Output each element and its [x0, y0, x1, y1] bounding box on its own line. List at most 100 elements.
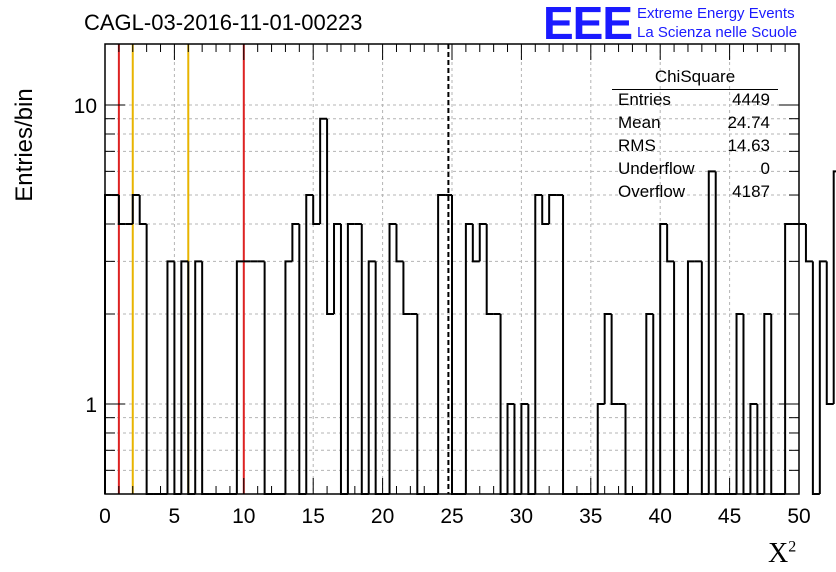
stats-row: Mean 24.74 [612, 113, 778, 136]
stats-label: Entries [618, 90, 671, 109]
histogram-bin [714, 171, 723, 495]
histogram-bin [603, 313, 612, 404]
histogram-bin [451, 195, 459, 495]
histogram-bin [548, 194, 557, 224]
histogram-bin [749, 403, 758, 494]
axis-tick-labels: 0 5 10 15 20 25 30 35 40 45 50 1 10 [74, 95, 811, 528]
eee-logo: EEE [543, 0, 633, 49]
histogram-bin [201, 261, 210, 495]
histogram-bin [305, 194, 314, 494]
histogram-bin [319, 117, 328, 224]
histogram-bin [707, 170, 716, 494]
histogram-bin [235, 260, 244, 494]
histogram-bin [360, 224, 369, 495]
histogram-bin [194, 260, 203, 494]
histogram-bin [166, 260, 175, 494]
histogram-bin [298, 224, 307, 495]
histogram-bin [811, 261, 820, 495]
histogram-bin [832, 170, 836, 404]
x-axis-label-text: X [768, 538, 789, 569]
x-tick-label: 50 [787, 505, 810, 528]
x-tick-label: 25 [440, 505, 463, 528]
histogram-bin [534, 194, 543, 494]
x-axis-label-sup: 2 [788, 538, 797, 556]
stats-value: 14.63 [727, 136, 770, 155]
histogram-bin [478, 223, 487, 262]
axis-ticks [104, 44, 800, 495]
x-axis-label: X2 [768, 538, 796, 570]
x-tick-label: 40 [649, 505, 672, 528]
histogram-bin [138, 195, 147, 225]
stats-row: Overflow 4187 [612, 182, 778, 205]
histogram-bin [763, 313, 772, 494]
histogram-bin [339, 224, 348, 495]
histogram-bin [471, 224, 480, 263]
histogram-bin [367, 260, 376, 494]
histogram-bin [735, 313, 744, 494]
x-tick-label: 5 [169, 505, 181, 528]
histogram-bin [610, 314, 619, 405]
x-tick-label: 15 [302, 505, 325, 528]
histogram-bin [700, 261, 709, 495]
histogram-bin [104, 194, 112, 494]
chart-title: CAGL-03-2016-11-01-00223 [84, 10, 363, 35]
stats-value: 0 [760, 159, 770, 178]
y-tick-label: 1 [85, 394, 97, 417]
logo-caption-line1: Extreme Energy Events [637, 5, 795, 22]
histogram-bin [326, 118, 335, 315]
stats-label: Overflow [618, 182, 686, 201]
stats-title: ChiSquare [612, 67, 778, 90]
x-tick-label: 45 [718, 505, 741, 528]
stats-row: RMS 14.63 [612, 136, 778, 159]
histogram-bin [173, 261, 182, 495]
y-tick-label: 10 [74, 95, 97, 118]
histogram-bin [374, 261, 383, 495]
stats-label: Mean [618, 113, 661, 132]
logo-caption-line2: La Scienza nelle Scuole [637, 24, 798, 41]
histogram-bin [131, 194, 140, 224]
histogram-bin [145, 224, 154, 495]
histogram-bin [818, 260, 827, 494]
histogram-bin [686, 260, 695, 494]
histogram-bin [485, 224, 494, 315]
x-tick-label: 0 [99, 505, 111, 528]
histogram-bin [520, 403, 529, 494]
histogram-bin [506, 403, 515, 494]
histogram-bin [395, 224, 404, 263]
histogram-bin [596, 403, 605, 494]
histogram-bin [180, 260, 189, 494]
x-tick-label: 20 [371, 505, 394, 528]
histogram-bin [312, 195, 321, 225]
stats-box: ChiSquare Entries 4449 Mean 24.74 RMS 14.63… [612, 67, 778, 205]
histogram-bin [541, 195, 550, 225]
histogram-bin [346, 223, 355, 494]
histogram-bin [645, 313, 654, 494]
stats-value: 4187 [732, 182, 770, 201]
histogram-bin [333, 223, 341, 314]
x-tick-label: 30 [510, 505, 533, 528]
histogram-bin [562, 195, 570, 495]
histogram-bin [437, 194, 446, 494]
histogram-bin [464, 223, 473, 494]
histogram-bin [673, 261, 682, 495]
histogram-bin [666, 224, 675, 263]
histogram-bin [388, 223, 397, 494]
histogram-bin [263, 261, 272, 495]
stats-label: RMS [618, 136, 656, 155]
histogram-bin [187, 261, 196, 495]
x-tick-label: 10 [232, 505, 255, 528]
stats-value: 4449 [732, 90, 770, 109]
histogram-bin [825, 261, 834, 405]
histogram-bin [784, 223, 793, 494]
stats-row: Underflow 0 [612, 159, 778, 182]
histogram-bin [284, 260, 293, 494]
logo-caption: Extreme Energy Events La Scienza nelle S… [637, 4, 797, 42]
histogram-bin [402, 261, 411, 315]
stats-value: 24.74 [727, 113, 770, 132]
histogram-bin [804, 224, 813, 263]
stats-label: Underflow [618, 159, 695, 178]
histogram-bin [659, 223, 668, 494]
histogram-bin [291, 223, 300, 262]
stats-row: Entries 4449 [612, 90, 778, 113]
